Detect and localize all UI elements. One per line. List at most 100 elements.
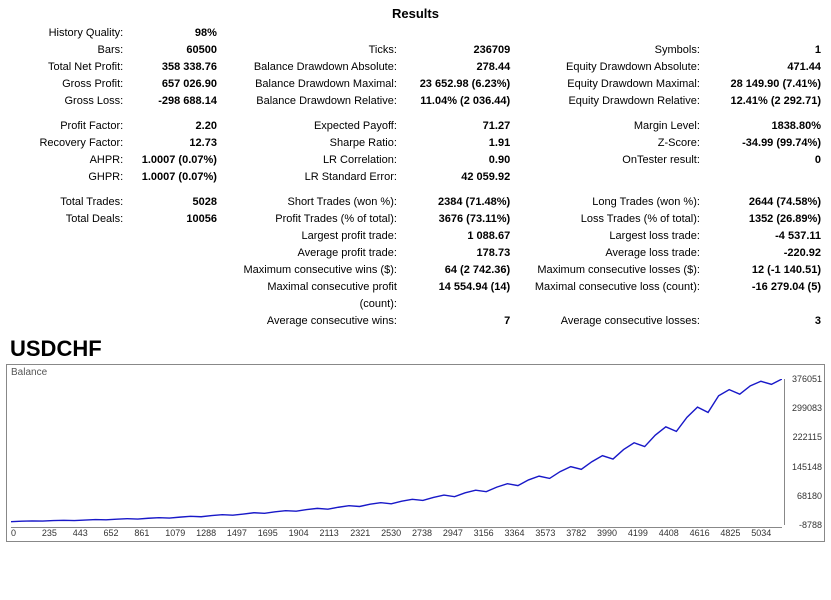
x-tick: 652: [104, 528, 135, 541]
stat-label: Maximal consecutive profit (count):: [235, 279, 401, 313]
stat-label: [10, 313, 127, 330]
x-tick: 3573: [535, 528, 566, 541]
x-tick: 0: [11, 528, 42, 541]
stat-value: 11.04% (2 036.44): [401, 93, 528, 110]
y-tick: 376051: [792, 374, 822, 384]
stat-label: Equity Drawdown Absolute:: [528, 59, 704, 76]
stat-value: 71.27: [401, 118, 528, 135]
stat-value: [127, 228, 235, 245]
stat-value: [401, 25, 528, 42]
stat-label: Balance Drawdown Maximal:: [235, 76, 401, 93]
x-tick: 3782: [566, 528, 597, 541]
x-tick: 3156: [474, 528, 505, 541]
x-tick: 443: [73, 528, 104, 541]
stat-label: Z-Score:: [528, 135, 704, 152]
stat-label: History Quality:: [10, 25, 127, 42]
stat-value: 5028: [127, 194, 235, 211]
x-tick: 1079: [165, 528, 196, 541]
stats-row: GHPR:1.0007 (0.07%)LR Standard Error:42 …: [10, 169, 821, 186]
x-tick: 235: [42, 528, 73, 541]
stat-value: 1.91: [401, 135, 528, 152]
stats-row: Recovery Factor:12.73Sharpe Ratio:1.91Z-…: [10, 135, 821, 152]
stat-value: 60500: [127, 42, 235, 59]
stats-row: Average profit trade:178.73Average loss …: [10, 245, 821, 262]
stat-label: Average consecutive wins:: [235, 313, 401, 330]
stat-label: Short Trades (won %):: [235, 194, 401, 211]
stats-row: Largest profit trade:1 088.67Largest los…: [10, 228, 821, 245]
stat-label: Margin Level:: [528, 118, 704, 135]
stat-label: [10, 245, 127, 262]
stat-label: Gross Profit:: [10, 76, 127, 93]
stat-label: [528, 169, 704, 186]
stat-value: 12 (-1 140.51): [704, 262, 821, 279]
stat-label: Long Trades (won %):: [528, 194, 704, 211]
stats-row: Gross Loss:-298 688.14Balance Drawdown R…: [10, 93, 821, 110]
stat-label: Sharpe Ratio:: [235, 135, 401, 152]
stat-label: Total Trades:: [10, 194, 127, 211]
x-tick: 4199: [628, 528, 659, 541]
stat-value: 12.41% (2 292.71): [704, 93, 821, 110]
stats-row: Average consecutive wins:7Average consec…: [10, 313, 821, 330]
x-tick: 1497: [227, 528, 258, 541]
stat-value: 3676 (73.11%): [401, 211, 528, 228]
chart-y-axis: 37605129908322211514514868180-8788: [784, 379, 824, 525]
y-tick: 68180: [797, 491, 822, 501]
chart-label: Balance: [11, 367, 47, 378]
stat-label: [10, 228, 127, 245]
stat-value: 14 554.94 (14): [401, 279, 528, 313]
stat-label: Maximum consecutive wins ($):: [235, 262, 401, 279]
stat-value: 98%: [127, 25, 235, 42]
results-title: Results: [0, 0, 831, 25]
stat-value: 0.90: [401, 152, 528, 169]
stat-value: 1352 (26.89%): [704, 211, 821, 228]
stats-row: Maximum consecutive wins ($):64 (2 742.3…: [10, 262, 821, 279]
stat-label: GHPR:: [10, 169, 127, 186]
stat-label: [235, 25, 401, 42]
stat-value: 28 149.90 (7.41%): [704, 76, 821, 93]
stats-row: Maximal consecutive profit (count):14 55…: [10, 279, 821, 313]
x-tick: 2738: [412, 528, 443, 541]
stat-label: Expected Payoff:: [235, 118, 401, 135]
stat-value: -16 279.04 (5): [704, 279, 821, 313]
stat-label: Loss Trades (% of total):: [528, 211, 704, 228]
stats-row: Total Trades:5028Short Trades (won %):23…: [10, 194, 821, 211]
stat-value: 2.20: [127, 118, 235, 135]
stat-value: 657 026.90: [127, 76, 235, 93]
stats-row: Bars:60500Ticks:236709Symbols:1: [10, 42, 821, 59]
stat-value: -220.92: [704, 245, 821, 262]
stats-row: History Quality:98%: [10, 25, 821, 42]
stat-value: 1: [704, 42, 821, 59]
y-tick: -8788: [799, 520, 822, 530]
stat-value: 1.0007 (0.07%): [127, 169, 235, 186]
stat-label: LR Correlation:: [235, 152, 401, 169]
chart-x-axis: 0235443652861107912881497169519042113232…: [11, 527, 782, 541]
x-tick: 861: [134, 528, 165, 541]
stat-label: LR Standard Error:: [235, 169, 401, 186]
stat-value: 10056: [127, 211, 235, 228]
stat-label: Recovery Factor:: [10, 135, 127, 152]
stat-label: Maximal consecutive loss (count):: [528, 279, 704, 313]
stat-label: Average consecutive losses:: [528, 313, 704, 330]
stat-value: [127, 313, 235, 330]
stat-label: [528, 25, 704, 42]
stat-value: 3: [704, 313, 821, 330]
balance-chart: Balance 37605129908322211514514868180-87…: [6, 364, 825, 542]
stat-label: [10, 279, 127, 313]
stat-value: [704, 25, 821, 42]
y-tick: 299083: [792, 403, 822, 413]
stat-label: Maximum consecutive losses ($):: [528, 262, 704, 279]
stat-value: 1.0007 (0.07%): [127, 152, 235, 169]
stat-label: OnTester result:: [528, 152, 704, 169]
stats-row: Total Net Profit:358 338.76Balance Drawd…: [10, 59, 821, 76]
stat-value: [127, 245, 235, 262]
stat-value: [127, 262, 235, 279]
stat-label: [10, 262, 127, 279]
stat-label: Symbols:: [528, 42, 704, 59]
stat-label: Total Net Profit:: [10, 59, 127, 76]
x-tick: 1695: [258, 528, 289, 541]
x-tick: 5034: [751, 528, 782, 541]
stat-label: Bars:: [10, 42, 127, 59]
x-tick: 2530: [381, 528, 412, 541]
stat-label: Equity Drawdown Relative:: [528, 93, 704, 110]
stat-value: [127, 279, 235, 313]
